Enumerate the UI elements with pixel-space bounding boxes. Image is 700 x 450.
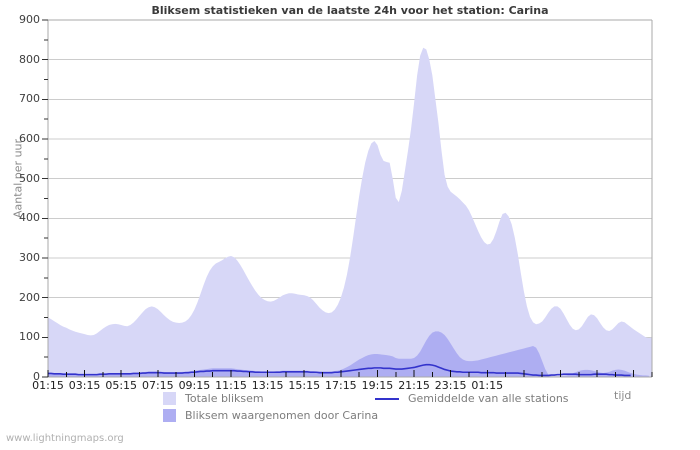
legend-item-2[interactable]: Gemiddelde van alle stations — [375, 392, 569, 405]
legend-line-marker — [375, 397, 399, 400]
series-area-1 — [48, 331, 649, 377]
x-tick-label: 15:15 — [288, 379, 321, 392]
y-tick-label: 900 — [19, 13, 40, 26]
y-tick-label: 200 — [19, 290, 40, 304]
x-tick-label: 19:15 — [361, 379, 394, 392]
y-tick-label: 100 — [19, 330, 40, 344]
legend-label: Totale bliksem — [185, 392, 264, 405]
y-tick-label: 600 — [19, 132, 40, 145]
legend-label: Gemiddelde van alle stations — [408, 392, 569, 405]
y-tick-label: 700 — [19, 92, 40, 106]
x-tick-label: 03:15 — [68, 379, 101, 392]
x-tick-label: 07:15 — [141, 379, 174, 392]
y-tick-label: 800 — [19, 52, 40, 66]
legend-color-swatch — [163, 409, 176, 422]
x-tick-label: 09:15 — [178, 379, 211, 392]
x-tick-label: 23:15 — [434, 379, 467, 392]
x-tick-label: 13:15 — [251, 379, 284, 392]
x-tick-label: 01:15 — [471, 379, 504, 392]
watermark: www.lightningmaps.org — [6, 433, 124, 444]
series-area-0 — [48, 47, 652, 378]
x-tick-label: 05:15 — [105, 379, 138, 392]
series-layer — [48, 47, 652, 378]
x-tick-label: 21:15 — [398, 379, 430, 392]
page-title: Bliksem statistieken van de laatste 24h … — [151, 4, 549, 17]
legend-item-1[interactable]: Bliksem waargenomen door Carina — [163, 409, 378, 422]
legend-item-0[interactable]: Totale bliksem — [163, 392, 264, 405]
chart-legend: Totale bliksem Bliksem waargenomen door C… — [0, 392, 700, 426]
y-tick-label: 300 — [19, 251, 40, 264]
y-tick-label: 500 — [19, 171, 40, 185]
x-tick-label: 11:15 — [215, 379, 247, 392]
y-tick-label: 0 — [33, 370, 40, 383]
legend-label: Bliksem waargenomen door Carina — [185, 409, 379, 422]
legend-color-swatch — [163, 392, 176, 405]
series-line-average — [48, 363, 631, 377]
y-tick-label: 400 — [19, 211, 40, 225]
x-tick-label: 01:15 — [32, 379, 64, 392]
x-axis-label: tijd — [614, 389, 632, 402]
axis-ticks — [42, 19, 653, 378]
x-tick-label: 17:15 — [324, 379, 357, 392]
